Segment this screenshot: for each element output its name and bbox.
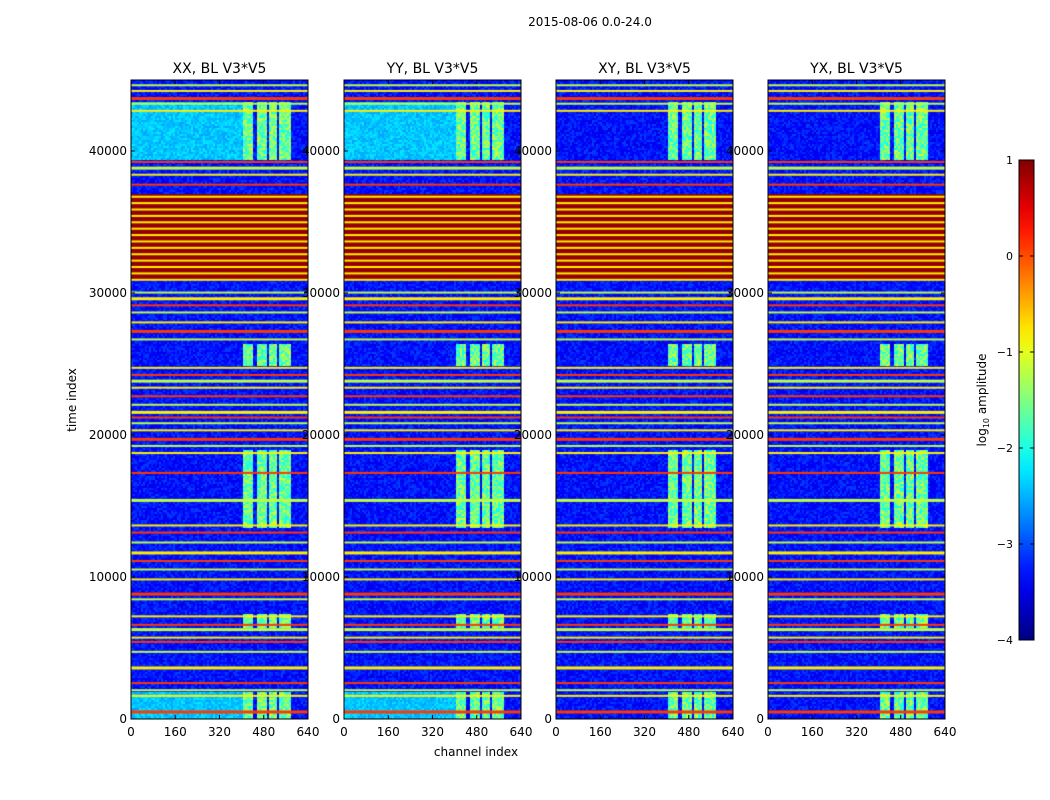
figure-suptitle: 2015-08-06 0.0-24.0: [528, 15, 652, 29]
y-tick-label: 20000: [726, 428, 764, 442]
panel-title: YY, BL V3*V5: [386, 61, 479, 77]
heatmap-image-xy: [556, 80, 733, 719]
y-tick-label: 30000: [514, 286, 552, 300]
x-tick-label: 0: [127, 725, 135, 739]
x-tick-label: 160: [589, 725, 612, 739]
y-tick-label: 30000: [89, 286, 127, 300]
x-axis-label: channel index: [434, 745, 518, 759]
x-tick-label: 480: [677, 725, 700, 739]
colorbar: 1 0 −1 −2 −3 −4 log10 amplitude: [975, 154, 1035, 647]
heatmap-image-yx: [768, 80, 945, 719]
y-axis-label: time index: [65, 368, 79, 432]
panel-xx: XX, BL V3*V5 0 160 320 480 640 0 10000 20000 3000…: [89, 61, 320, 739]
y-tick-label: 30000: [302, 286, 340, 300]
colorbar-label: log10 amplitude: [975, 354, 991, 447]
y-tick-label: 10000: [726, 570, 764, 584]
colorbar-tick-label: −2: [997, 442, 1013, 455]
x-tick-label: 0: [552, 725, 560, 739]
x-tick-label: 480: [252, 725, 275, 739]
x-tick-label: 640: [510, 725, 533, 739]
panel-title: YX, BL V3*V5: [809, 61, 903, 77]
y-tick-label: 10000: [514, 570, 552, 584]
panel-xy: XY, BL V3*V5 0 160 320 480 640 0 10000 20000 3000…: [514, 61, 745, 739]
y-tick-label: 20000: [89, 428, 127, 442]
x-tick-label: 160: [801, 725, 824, 739]
y-tick-label: 10000: [89, 570, 127, 584]
x-tick-label: 320: [845, 725, 868, 739]
y-tick-label: 0: [119, 712, 127, 726]
x-tick-label: 0: [340, 725, 348, 739]
x-tick-label: 320: [633, 725, 656, 739]
panel-title: XY, BL V3*V5: [598, 61, 691, 77]
panel-title: XX, BL V3*V5: [173, 61, 267, 77]
colorbar-tick-label: 1: [1006, 154, 1013, 167]
colorbar-tick-label: −1: [997, 346, 1013, 359]
x-tick-label: 0: [764, 725, 772, 739]
y-tick-label: 30000: [726, 286, 764, 300]
x-tick-label: 640: [297, 725, 320, 739]
x-tick-label: 160: [164, 725, 187, 739]
heatmap-image-yy: [344, 80, 521, 719]
heatmap-image-xx: [131, 80, 308, 719]
y-tick-label: 40000: [726, 144, 764, 158]
x-tick-label: 640: [722, 725, 745, 739]
x-tick-label: 320: [421, 725, 444, 739]
panel-yy: YY, BL V3*V5 0 160 320 480 640 0 10000 20000 3000…: [302, 61, 533, 739]
y-tick-label: 10000: [302, 570, 340, 584]
x-tick-label: 480: [889, 725, 912, 739]
y-tick-label: 0: [544, 712, 552, 726]
y-tick-label: 20000: [514, 428, 552, 442]
y-tick-label: 20000: [302, 428, 340, 442]
x-tick-label: 160: [377, 725, 400, 739]
colorbar-bar: [1018, 159, 1035, 641]
x-tick-label: 320: [208, 725, 231, 739]
y-tick-label: 40000: [89, 144, 127, 158]
y-tick-label: 40000: [514, 144, 552, 158]
panel-yx: YX, BL V3*V5 0 160 320 480 640 0 10000 20000 3000…: [726, 61, 957, 739]
x-tick-label: 480: [465, 725, 488, 739]
y-tick-label: 40000: [302, 144, 340, 158]
colorbar-tick-label: 0: [1006, 250, 1013, 263]
colorbar-tick-label: −4: [997, 634, 1013, 647]
y-tick-label: 0: [332, 712, 340, 726]
y-tick-label: 0: [756, 712, 764, 726]
x-tick-label: 640: [934, 725, 957, 739]
panels: XX, BL V3*V5 0 160 320 480 640 0 10000 20000 3000…: [89, 61, 957, 739]
colorbar-tick-label: −3: [997, 538, 1013, 551]
